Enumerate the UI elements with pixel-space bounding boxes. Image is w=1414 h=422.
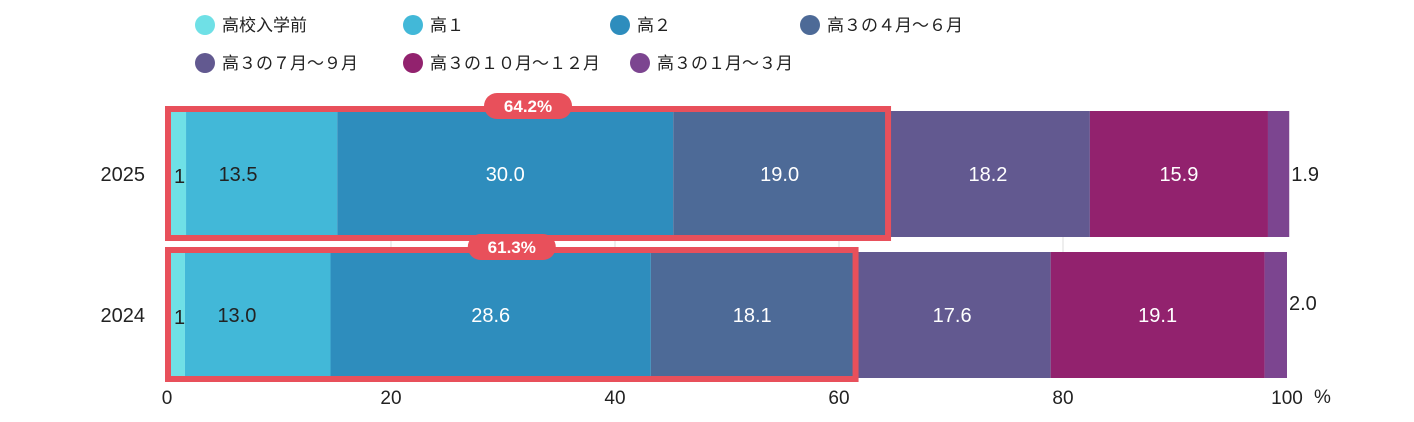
legend-swatch [195,53,215,73]
bar-segment [886,111,1090,237]
legend-label: 高３の７月～９月 [222,54,358,74]
bar-segment [167,252,185,378]
legend-label: 高３の１０月～１２月 [430,54,600,74]
x-axis: 0 20 40 60 80 100% [162,387,1331,409]
highlight-badge [467,234,556,260]
legend-swatch [630,53,650,73]
value-label: 1.9 [1291,164,1319,186]
value-label: 18.2 [968,164,1007,186]
legend-label: 高１ [430,16,464,36]
x-tick-label: 20 [380,388,401,409]
legend-swatch [610,15,630,35]
value-label: 13.0 [217,305,256,327]
highlight-badge-label: 61.3% [488,238,536,257]
bar-segment [337,111,674,237]
bar-segment [1089,111,1268,237]
x-tick-label: 40 [604,388,625,409]
bars: 20251.713.530.019.018.215.91.920241.613.… [101,111,1319,378]
x-tick-label: 0 [162,388,173,409]
highlight-badge [484,93,573,119]
legend-label: 高３の４月～６月 [827,16,963,36]
bar-segment [673,111,887,237]
value-label: 19.1 [1138,305,1177,327]
legend-swatch [195,15,215,35]
bar-segment [184,252,331,378]
value-label: 30.0 [486,164,525,186]
x-unit-label: % [1314,387,1331,408]
bar-segment [853,252,1051,378]
value-label: 2.0 [1289,293,1317,315]
bar-segment [650,252,854,378]
value-label: 18.1 [733,305,772,327]
legend-swatch [403,53,423,73]
legend-swatch [800,15,820,35]
value-label: 17.6 [933,305,972,327]
category-label: 2025 [101,164,146,186]
legend-label: 高３の１月～３月 [657,54,793,74]
bar-segment [167,111,187,237]
legend-label: 高２ [637,16,671,36]
value-label: 28.6 [471,305,510,327]
bar-segment [330,252,651,378]
legend-label: 高校入学前 [222,16,307,36]
bar-segment [1050,252,1265,378]
highlight-badge-label: 64.2% [504,97,552,116]
x-tick-label: 60 [828,388,849,409]
highlights: 64.2% 61.3% [165,93,892,382]
value-label: 19.0 [760,164,799,186]
bar-segment [1264,252,1287,378]
bar-segment [186,111,338,237]
value-label: 13.5 [219,164,258,186]
x-tick-label: 80 [1052,388,1073,409]
value-label: 15.9 [1159,164,1198,186]
x-tick-label: 100 [1271,388,1303,409]
legend-swatch [403,15,423,35]
bar-segment [1267,111,1290,237]
category-label: 2024 [101,305,146,327]
